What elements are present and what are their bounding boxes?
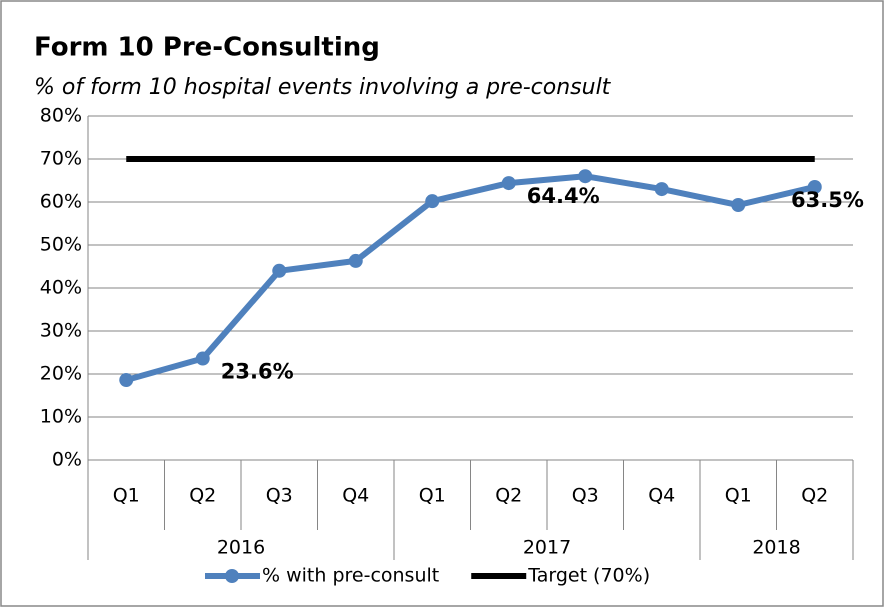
data-label: 23.6% [221,360,294,384]
data-label: 63.5% [791,188,864,212]
x-group-label: 2017 [523,537,571,559]
data-point [119,373,134,388]
x-tick-label: Q4 [342,485,369,507]
y-tick-label: 10% [40,406,82,428]
legend-label: % with pre-consult [262,565,439,587]
y-tick-label: 60% [40,191,82,213]
data-point [807,179,822,194]
x-group-label: 2018 [752,537,800,559]
data-point [195,351,210,366]
data-point [578,169,593,184]
data-label: 64.4% [527,184,600,208]
x-tick-label: Q2 [495,485,522,507]
legend-label: Target (70%) [527,565,650,587]
data-point [654,182,669,197]
y-tick-label: 40% [40,277,82,299]
x-tick-label: Q2 [801,485,828,507]
y-tick-label: 20% [40,363,82,385]
x-tick-label: Q3 [266,485,293,507]
chart-title: Form 10 Pre-Consulting [34,33,380,63]
data-point [348,253,363,268]
chart-subtitle: % of form 10 hospital events involving a… [34,75,612,100]
data-point [425,194,440,209]
x-tick-label: Q2 [189,485,216,507]
y-tick-label: 0% [52,449,82,471]
x-tick-label: Q1 [113,485,140,507]
y-tick-label: 70% [40,148,82,170]
legend-marker [225,569,239,583]
series-line [125,173,816,383]
data-point [731,198,746,213]
x-tick-label: Q1 [419,485,446,507]
x-tick-label: Q4 [648,485,675,507]
y-tick-label: 30% [40,320,82,342]
y-tick-label: 50% [40,234,82,256]
x-tick-label: Q1 [725,485,752,507]
data-point [501,176,516,191]
data-point [272,263,287,278]
x-group-label: 2016 [217,537,265,559]
y-tick-label: 80% [40,105,82,127]
x-tick-label: Q3 [572,485,599,507]
